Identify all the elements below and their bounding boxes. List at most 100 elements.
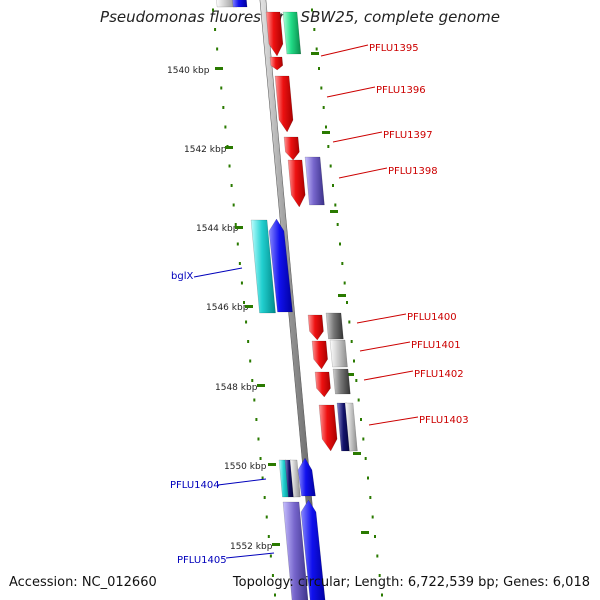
scale-guide-left-dot [247,340,250,343]
scale-guide-left-dot [243,301,245,304]
scale-tick [346,373,354,376]
scale-guide-left-dot [274,593,276,597]
scale-guide-right-dot [350,340,353,343]
scale-tick [353,452,361,455]
gene-label: PFLU1405 [177,555,227,566]
scale-guide-right-dot [320,86,323,90]
scale-guide-left-dot [271,574,274,577]
gene-block [332,368,351,395]
gene-label: PFLU1395 [369,43,419,54]
gene-leader-line [359,341,411,352]
scale-guide-left-dot [230,184,233,187]
scale-guide-left-dot [267,535,270,538]
gene-block [283,136,300,161]
scale-tick [311,52,319,55]
gene-leader-line [356,313,407,324]
gene-block [297,457,316,497]
gene-block [232,0,248,8]
scale-guide-right-dot [348,320,351,324]
scale-guide-right-dot [374,535,376,538]
gene-label: PFLU1400 [407,312,457,323]
scale-label: 1550 kbp [224,462,267,472]
gene-label: bglX [171,271,193,282]
gene-label: PFLU1402 [414,369,464,380]
scale-guide-right-dot [381,593,383,597]
scale-guide-right-dot [336,223,339,226]
scale-guide-left-dot [251,379,254,382]
gene-label: PFLU1403 [419,415,469,426]
scale-guide-left-dot [228,164,231,168]
scale-guide-right-dot [369,496,372,499]
gene-leader-line [326,86,376,98]
gene-leader-line [320,44,369,57]
scale-guide-right-dot [353,359,355,363]
scale-guide-right-dot [357,398,360,402]
scale-guide-left-dot [222,106,225,109]
scale-tick [272,543,280,546]
scale-label: 1542 kbp [184,145,227,155]
scale-tick [225,146,233,149]
scale-guide-right-dot [360,418,362,421]
scale-guide-right-dot [311,8,313,12]
gene-leader-line [368,416,419,426]
scale-guide-right-dot [364,457,367,460]
scale-guide-right-dot [341,262,344,265]
scale-guide-left-dot [263,496,266,499]
scale-guide-left-dot [240,281,243,285]
gene-block [325,312,344,340]
scale-guide-right-dot [355,379,358,382]
scale-guide-right-dot [313,28,316,31]
gene-leader-line [225,552,275,559]
gene-leader-line [363,370,414,381]
scale-guide-left-dot [232,203,235,207]
scale-label: 1540 kbp [167,66,210,76]
scale-guide-left-dot [261,476,264,480]
gene-leader-line [193,267,243,278]
scale-guide-right-dot [315,47,318,51]
gene-block [318,404,338,452]
scale-guide-right-dot [371,515,374,519]
gene-leader-line [217,478,267,486]
scale-tick [235,226,243,229]
gene-block [265,11,284,57]
scale-guide-left-dot [257,437,260,441]
scale-guide-right-dot [362,437,365,441]
gene-block [307,314,324,341]
gene-block [300,499,326,600]
gene-block [329,339,348,368]
scale-guide-right-dot [346,301,348,304]
scale-guide-left-dot [234,223,237,226]
gene-label: PFLU1401 [411,340,461,351]
scale-label: 1548 kbp [215,383,258,393]
gene-block [287,159,306,208]
scale-guide-right-dot [378,574,381,577]
scale-guide-right-dot [334,203,337,207]
gene-block [268,218,293,313]
gene-block [311,340,328,370]
scale-tick [338,294,346,297]
gene-label: PFLU1398 [388,166,438,177]
scale-guide-left-dot [253,398,256,402]
scale-tick [330,210,338,213]
map-title: Pseudomonas fluorescens SBW25, complete … [100,8,500,26]
gene-block [289,459,301,498]
scale-guide-right-dot [327,145,330,148]
scale-guide-right-dot [332,184,334,187]
gene-leader-line [332,131,383,143]
scale-guide-left-dot [236,242,239,246]
scale-guide-right-dot [322,106,325,109]
gene-leader-line [338,167,388,179]
accession-text: Accession: NC_012660 [9,575,157,590]
scale-guide-left-dot [238,262,241,265]
gene-block [269,56,284,71]
scale-tick [322,131,330,134]
gene-label: PFLU1397 [383,130,433,141]
gene-block [282,11,302,55]
scale-guide-left-dot [249,359,252,363]
scale-guide-left-dot [269,554,272,558]
scale-guide-left-dot [255,418,258,421]
scale-tick [245,305,253,308]
gene-block [344,402,358,452]
scale-guide-left-dot [216,47,219,51]
